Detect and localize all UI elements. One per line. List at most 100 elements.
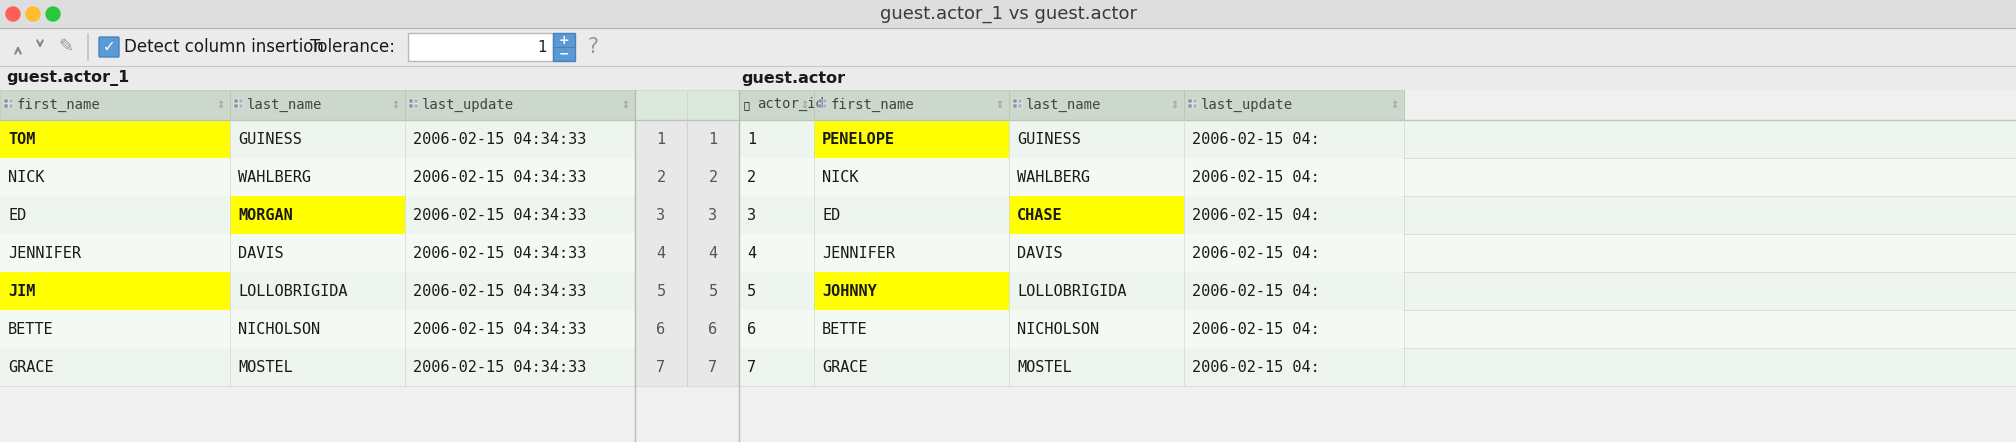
Bar: [413, 99, 417, 103]
Text: ⇕: ⇕: [621, 100, 629, 110]
Bar: [0, 90, 230, 120]
Text: 4: 4: [657, 245, 665, 260]
Bar: [405, 272, 635, 310]
Bar: [1183, 272, 1403, 310]
Bar: [1012, 104, 1016, 108]
Bar: [1008, 158, 1183, 196]
Text: 6: 6: [708, 321, 718, 336]
Bar: [0, 66, 2016, 442]
Text: 7: 7: [708, 359, 718, 374]
Text: 2006-02-15 04:34:33: 2006-02-15 04:34:33: [413, 207, 587, 222]
Bar: [823, 104, 827, 108]
Text: actor_id: actor_id: [756, 97, 825, 111]
Bar: [0, 348, 230, 386]
Bar: [1187, 104, 1191, 108]
Text: 2006-02-15 04:: 2006-02-15 04:: [1191, 359, 1320, 374]
Bar: [1008, 348, 1183, 386]
Text: 2006-02-15 04:: 2006-02-15 04:: [1191, 283, 1320, 298]
Bar: [0, 66, 2016, 90]
Text: BETTE: BETTE: [8, 321, 54, 336]
Bar: [740, 310, 2016, 348]
Bar: [0, 28, 2016, 66]
Text: JIM: JIM: [8, 283, 36, 298]
Text: 5: 5: [657, 283, 665, 298]
Bar: [814, 272, 1008, 310]
Bar: [740, 272, 2016, 310]
Text: 2006-02-15 04:: 2006-02-15 04:: [1191, 169, 1320, 184]
Bar: [740, 158, 814, 196]
Bar: [230, 90, 405, 120]
Text: MOSTEL: MOSTEL: [1016, 359, 1073, 374]
Text: last_update: last_update: [421, 98, 514, 112]
Bar: [635, 234, 740, 272]
Bar: [8, 99, 12, 103]
Text: 2006-02-15 04:: 2006-02-15 04:: [1191, 132, 1320, 146]
Text: 2006-02-15 04:34:33: 2006-02-15 04:34:33: [413, 245, 587, 260]
Bar: [1183, 120, 1403, 158]
Text: ⇕: ⇕: [800, 100, 808, 110]
Bar: [405, 196, 635, 234]
Bar: [814, 196, 1008, 234]
Bar: [635, 310, 687, 348]
Text: 1: 1: [538, 39, 546, 54]
Bar: [740, 234, 2016, 272]
Bar: [635, 196, 687, 234]
Text: MORGAN: MORGAN: [238, 207, 292, 222]
Bar: [635, 272, 687, 310]
Text: 2006-02-15 04:: 2006-02-15 04:: [1191, 207, 1320, 222]
Bar: [407, 33, 552, 61]
Bar: [1008, 90, 1183, 120]
Text: WAHLBERG: WAHLBERG: [1016, 169, 1091, 184]
Bar: [1008, 196, 1183, 234]
Bar: [0, 158, 635, 196]
Bar: [814, 348, 1008, 386]
Text: guest.actor_1 vs guest.actor: guest.actor_1 vs guest.actor: [879, 5, 1137, 23]
Text: 2: 2: [657, 169, 665, 184]
Text: 1: 1: [708, 132, 718, 146]
Text: 7: 7: [657, 359, 665, 374]
Text: 🔑: 🔑: [744, 100, 750, 110]
Text: GUINESS: GUINESS: [238, 132, 302, 146]
Bar: [405, 90, 635, 120]
Text: GUINESS: GUINESS: [1016, 132, 1081, 146]
Bar: [740, 158, 2016, 196]
Bar: [740, 348, 814, 386]
Bar: [818, 104, 823, 108]
Text: guest.actor: guest.actor: [742, 71, 845, 85]
Bar: [740, 310, 814, 348]
Bar: [1183, 158, 1403, 196]
Text: 1: 1: [748, 132, 756, 146]
FancyBboxPatch shape: [99, 37, 119, 57]
Text: ⇕: ⇕: [1389, 100, 1397, 110]
Text: first_name: first_name: [16, 98, 101, 112]
Bar: [0, 310, 230, 348]
Bar: [0, 272, 635, 310]
Bar: [687, 348, 740, 386]
Text: ✓: ✓: [103, 39, 115, 54]
Circle shape: [26, 7, 40, 21]
Bar: [0, 0, 2016, 28]
Bar: [0, 196, 230, 234]
Text: ✎: ✎: [58, 38, 73, 56]
Bar: [814, 158, 1008, 196]
Text: −: −: [558, 47, 569, 61]
Bar: [4, 104, 8, 108]
Text: last_name: last_name: [1026, 98, 1101, 112]
Text: CHASE: CHASE: [1016, 207, 1062, 222]
Bar: [635, 348, 740, 386]
Bar: [1183, 310, 1403, 348]
Bar: [1193, 99, 1198, 103]
Bar: [405, 234, 635, 272]
Text: 3: 3: [748, 207, 756, 222]
Bar: [814, 310, 1008, 348]
Bar: [635, 120, 687, 158]
Bar: [1193, 104, 1198, 108]
Text: 2006-02-15 04:34:33: 2006-02-15 04:34:33: [413, 169, 587, 184]
Bar: [740, 120, 814, 158]
Text: Detect column insertion: Detect column insertion: [125, 38, 325, 56]
Bar: [818, 99, 823, 103]
Bar: [1008, 310, 1183, 348]
Text: 2006-02-15 04:34:33: 2006-02-15 04:34:33: [413, 132, 587, 146]
Bar: [740, 234, 814, 272]
Text: 5: 5: [748, 283, 756, 298]
